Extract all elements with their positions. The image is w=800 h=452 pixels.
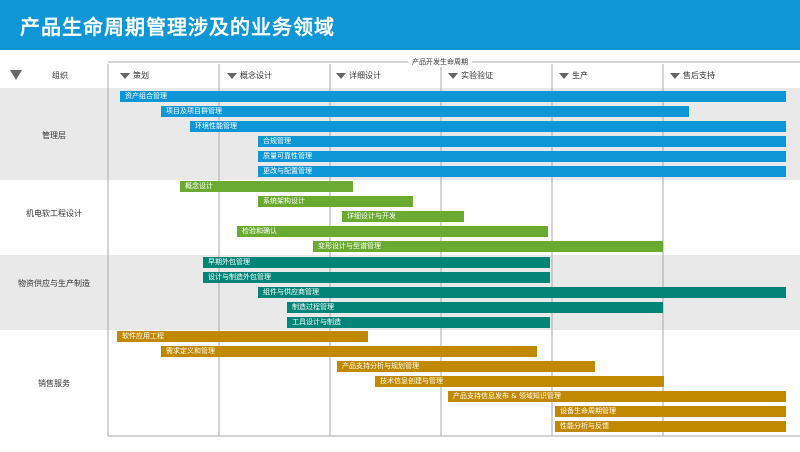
bar-requirements: 需求定义和管理 (161, 346, 537, 357)
phase-planning: 策划 (120, 70, 149, 81)
bar-support-analysis: 产品支持分析与规划管理 (337, 361, 595, 372)
group-label-management: 管理层 (42, 131, 66, 140)
bar-detail-design: 详细设计与开发 (342, 211, 464, 222)
group-label-sales: 销售服务 (38, 379, 70, 388)
page-title: 产品生命周期管理涉及的业务领域 (20, 15, 335, 39)
phase-concept: 概念设计 (227, 70, 272, 81)
lifecycle-label: 产品开发生命周期 (408, 57, 472, 67)
bar-tech-info: 技术信息创建与管理 (375, 376, 664, 387)
group-label-supply: 物资供应与生产制造 (18, 279, 90, 288)
bar-change-config-management: 更改与配置管理 (258, 166, 786, 177)
phase-arrow-icon (670, 72, 680, 79)
bar-support-info-release: 产品支持信息发布 & 领域知识管理 (448, 391, 786, 402)
bar-design-outsourcing: 设计与制造外包管理 (203, 272, 550, 283)
bar-verification: 检验和确认 (237, 226, 548, 237)
phase-arrow-icon (227, 72, 237, 79)
bar-portfolio-management: 资产组合管理 (120, 91, 786, 102)
bar-software-engineering: 软件应用工程 (117, 331, 368, 342)
bar-equipment-lifecycle: 设备生命周期管理 (555, 406, 786, 417)
bar-supplier-management: 组件与供应商管理 (258, 287, 786, 298)
band-management (0, 88, 800, 180)
bar-system-architecture: 系统架构设计 (258, 196, 413, 207)
phase-arrow-icon (559, 72, 569, 79)
bar-manufacturing-process: 制造过程管理 (287, 302, 663, 313)
phase-arrow-icon (120, 72, 130, 79)
phase-detail: 详细设计 (336, 70, 381, 81)
group-label-engineering: 机电软工程设计 (26, 209, 82, 218)
org-column-label: 组织 (52, 71, 68, 80)
bar-project-management: 项目及项目群管理 (161, 106, 689, 117)
bar-variant-design: 变形设计与型谱管理 (313, 241, 663, 252)
phase-arrow-icon (448, 72, 458, 79)
collapse-triangle-icon (10, 70, 22, 80)
title-banner: 产品生命周期管理涉及的业务领域 (0, 0, 800, 50)
phase-arrow-icon (336, 72, 346, 79)
bar-early-outsourcing: 早期外包管理 (203, 257, 550, 268)
phase-test: 实验验证 (448, 70, 493, 81)
bar-concept-design: 概念设计 (180, 181, 353, 192)
bar-tooling: 工具设计与制造 (287, 317, 550, 328)
bar-quality-management: 质量可靠性管理 (258, 151, 786, 162)
bar-environment-management: 环境性能管理 (190, 121, 786, 132)
phase-production: 生产 (559, 70, 588, 81)
phase-support: 售后支持 (670, 70, 715, 81)
bar-performance-feedback: 性能分析与反馈 (555, 421, 786, 432)
bar-compliance-management: 合规管理 (258, 136, 786, 147)
